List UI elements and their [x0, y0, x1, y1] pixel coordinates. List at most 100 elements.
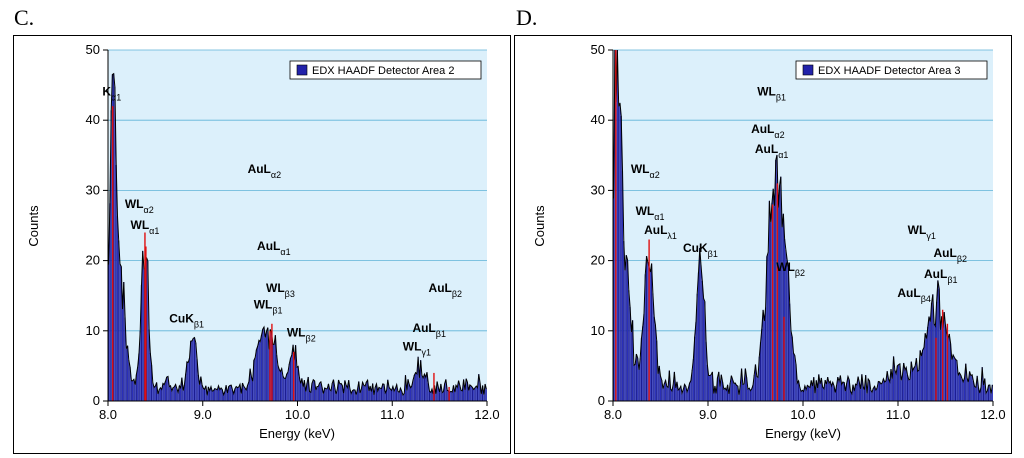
spectrum-bar — [373, 394, 375, 401]
spectrum-bar — [657, 373, 659, 401]
spectrum-bar — [403, 393, 405, 401]
spectrum-bar — [176, 388, 178, 401]
spectrum-bar — [628, 290, 630, 401]
spectrum-bar — [401, 391, 403, 401]
spectrum-bar — [647, 262, 649, 401]
spectrum-bar — [694, 336, 696, 401]
y-tick-label: 30 — [86, 182, 100, 197]
spectrum-bar — [701, 280, 703, 401]
spectrum-bar — [898, 364, 900, 401]
spectrum-bar — [967, 382, 969, 401]
spectrum-bar — [857, 376, 859, 401]
spectrum-bar — [972, 380, 974, 401]
spectrum-bar — [288, 363, 290, 401]
spectrum-bar — [796, 383, 798, 401]
spectrum-bar — [390, 390, 393, 401]
spectrum-bar — [305, 391, 307, 401]
spectrum-bar — [862, 386, 864, 401]
spectrum-bar — [838, 381, 840, 401]
spectrum-bar — [414, 372, 417, 401]
spectrum-bar — [932, 294, 934, 401]
spectrum-bar — [875, 389, 877, 401]
spectrum-bar — [659, 376, 662, 401]
peak-annotation: AuLβ2 — [429, 281, 463, 299]
spectrum-bar — [463, 379, 465, 401]
x-tick-label: 9.0 — [699, 407, 717, 422]
spectrum-bar — [315, 390, 317, 401]
spectrum-bar — [662, 388, 664, 401]
spectrum-bar — [265, 331, 268, 401]
spectrum-bar — [248, 381, 250, 401]
spectrum-bar — [483, 394, 485, 401]
spectrum-bar — [441, 392, 443, 401]
spectrum-bar — [406, 390, 408, 401]
spectrum-bar — [928, 316, 930, 401]
spectrum-bar — [188, 358, 191, 401]
spectrum-bar — [816, 388, 819, 401]
spectrum-bar — [474, 387, 476, 401]
spectrum-bar — [253, 360, 255, 401]
spectrum-bar — [953, 357, 955, 401]
spectrum-bar — [202, 388, 204, 401]
spectrum-bar — [239, 384, 241, 401]
spectrum-bar — [866, 393, 868, 401]
spectrum-bar — [880, 383, 882, 401]
spectrum-bar — [987, 385, 990, 401]
spectrum-bar — [257, 346, 259, 401]
spectrum-bar — [303, 380, 305, 401]
y-tick-label: 20 — [86, 253, 100, 268]
spectrum-bar — [359, 392, 361, 401]
panel-d-peak-markers — [615, 50, 949, 401]
spectrum-bar — [744, 368, 746, 401]
spectrum-bar — [986, 390, 988, 401]
spectrum-bar — [933, 323, 935, 401]
spectrum-bar — [865, 375, 867, 401]
spectrum-bar — [748, 388, 750, 401]
spectrum-bar — [837, 377, 839, 401]
spectrum-bar — [758, 356, 760, 401]
spectrum-bar — [198, 384, 201, 401]
spectrum-bar — [344, 380, 346, 401]
spectrum-bar — [459, 385, 461, 401]
spectrum-bar — [702, 298, 705, 401]
x-tick-label: 8.0 — [99, 407, 117, 422]
spectrum-bar — [337, 380, 340, 401]
peak-annotation: WLβ1 — [757, 85, 786, 103]
spectrum-bar — [683, 384, 686, 401]
spectrum-bar — [749, 390, 751, 401]
spectrum-bar — [278, 369, 280, 401]
spectrum-bar — [120, 266, 122, 401]
spectrum-bar — [809, 387, 811, 401]
spectrum-bar — [358, 381, 360, 401]
spectrum-bar — [118, 240, 120, 401]
spectrum-bar — [109, 203, 111, 401]
spectrum-bar — [927, 326, 929, 401]
spectrum-bar — [138, 353, 140, 401]
spectrum-bar — [757, 377, 759, 401]
spectrum-bar — [616, 50, 618, 401]
spectrum-bar — [335, 394, 337, 401]
spectrum-bar — [711, 371, 713, 401]
spectrum-bar — [457, 380, 460, 401]
spectrum-bar — [149, 352, 151, 401]
spectrum-bar — [909, 379, 911, 401]
spectrum-bar — [301, 378, 303, 401]
spectrum-bar — [644, 274, 646, 401]
spectrum-bar — [649, 271, 651, 401]
spectrum-bar — [324, 388, 326, 401]
panel-c-spectrum-outline — [108, 72, 487, 397]
spectrum-bar — [484, 384, 486, 401]
spectrum-bar — [752, 385, 754, 401]
spectrum-bar — [238, 386, 240, 401]
spectrum-bar — [363, 385, 365, 401]
spectrum-bar — [174, 384, 177, 401]
spectrum-bar — [842, 382, 844, 401]
spectrum-bar — [808, 386, 810, 401]
spectrum-bar — [724, 388, 726, 401]
spectrum-bar — [167, 376, 169, 401]
spectrum-bar — [423, 374, 425, 401]
spectrum-bar — [670, 388, 672, 401]
spectrum-bar — [766, 256, 768, 401]
spectrum-bar — [322, 393, 324, 401]
spectrum-bar — [161, 389, 163, 401]
